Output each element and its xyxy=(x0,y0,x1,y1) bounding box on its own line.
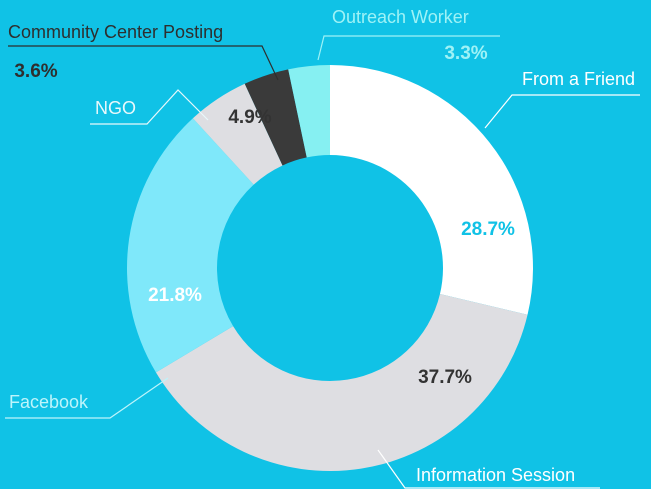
slice-value-label: 21.8% xyxy=(148,285,202,306)
slice-value-label: 4.9% xyxy=(228,107,271,128)
slice-name: Information Session xyxy=(416,465,575,485)
slice xyxy=(288,65,330,158)
leader-line xyxy=(8,45,279,81)
slice-value-label: 28.7% xyxy=(461,219,515,240)
slice-name: From a Friend xyxy=(522,69,635,89)
leader-line xyxy=(90,89,209,125)
slice xyxy=(330,65,533,315)
slice xyxy=(192,83,283,185)
slice xyxy=(155,294,528,471)
slice-name: NGO xyxy=(95,98,136,118)
leader-line xyxy=(377,449,600,489)
leader-line xyxy=(5,377,169,419)
leader-line xyxy=(484,94,640,129)
slice-name: Outreach Worker xyxy=(332,7,469,27)
slice xyxy=(244,69,307,166)
slice xyxy=(127,118,254,373)
slice-value-label: 3.3% xyxy=(444,43,487,64)
slice-name: Facebook xyxy=(9,392,89,412)
slice-value-label: 3.6% xyxy=(14,61,57,82)
slice-value-label: 37.7% xyxy=(418,367,472,388)
slice-name: Community Center Posting xyxy=(8,22,223,42)
leader-line xyxy=(317,35,500,61)
